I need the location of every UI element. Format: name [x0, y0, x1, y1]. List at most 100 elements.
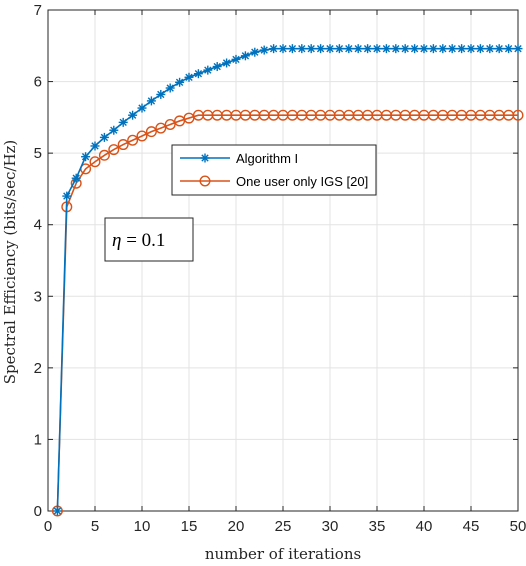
data-point	[372, 44, 382, 54]
data-point	[128, 110, 138, 120]
x-tick-label: 5	[91, 518, 99, 535]
data-point	[137, 103, 147, 113]
data-point	[71, 173, 81, 183]
legend-entry: Algorithm I	[180, 151, 298, 166]
data-point	[165, 83, 175, 93]
data-point	[297, 44, 307, 54]
data-point	[287, 44, 297, 54]
data-point	[52, 506, 62, 516]
data-point	[90, 141, 100, 151]
data-point	[475, 44, 485, 54]
data-point	[400, 44, 410, 54]
data-point	[184, 72, 194, 82]
legend-marker	[199, 175, 211, 187]
legend-label: One user only IGS [20]	[236, 174, 368, 189]
data-point	[428, 44, 438, 54]
data-point	[145, 126, 157, 138]
y-tick-label: 2	[34, 360, 42, 377]
data-point	[156, 89, 166, 99]
x-tick-label: 35	[369, 518, 386, 535]
x-tick-label: 15	[181, 518, 198, 535]
data-point	[81, 152, 91, 162]
x-tick-label: 20	[228, 518, 245, 535]
x-tick-label: 0	[44, 518, 52, 535]
data-point	[175, 77, 185, 87]
data-point	[250, 47, 260, 57]
data-point	[259, 45, 269, 55]
x-tick-label: 50	[510, 518, 526, 535]
y-tick-label: 4	[34, 217, 42, 234]
data-point	[306, 44, 316, 54]
eta-annotation: η = 0.1	[104, 217, 194, 262]
data-point	[466, 44, 476, 54]
data-point	[155, 122, 167, 134]
data-point	[127, 134, 139, 146]
series-1	[52, 44, 523, 516]
data-point	[62, 191, 72, 201]
legend: Algorithm I One user only IGS [20]	[171, 144, 377, 196]
legend-label: Algorithm I	[236, 151, 298, 166]
data-point	[240, 51, 250, 61]
data-point	[269, 44, 279, 54]
legend-box	[171, 144, 377, 196]
y-tick-label: 6	[34, 74, 42, 91]
data-point	[513, 44, 523, 54]
data-point	[316, 44, 326, 54]
y-tick-label: 0	[34, 503, 42, 520]
x-axis-ticks: 0 5 10 15 20 25 30 35 40 45 50	[44, 10, 526, 535]
x-tick-label: 10	[134, 518, 151, 535]
y-tick-label: 1	[34, 431, 42, 448]
data-point	[108, 144, 120, 156]
data-point	[146, 96, 156, 106]
annotation-text: η = 0.1	[112, 230, 165, 251]
x-tick-label: 45	[463, 518, 480, 535]
data-point	[381, 44, 391, 54]
series-layer	[51, 44, 524, 517]
data-point	[447, 44, 457, 54]
data-point	[344, 44, 354, 54]
data-point	[136, 130, 148, 142]
data-point	[98, 149, 110, 161]
data-point	[118, 117, 128, 127]
data-point	[222, 58, 232, 68]
x-tick-label: 40	[416, 518, 433, 535]
data-point	[457, 44, 467, 54]
series-2	[51, 109, 524, 517]
data-point	[164, 119, 176, 131]
x-tick-label: 30	[322, 518, 339, 535]
data-point	[363, 44, 373, 54]
data-point	[231, 54, 241, 64]
data-point	[117, 139, 129, 151]
data-point	[419, 44, 429, 54]
legend-marker	[200, 153, 210, 163]
annotation-box	[104, 217, 194, 262]
data-point	[278, 44, 288, 54]
annotation-symbol: η	[112, 230, 121, 251]
y-axis-label: Spectral Efficiency (bits/sec/Hz)	[1, 140, 19, 385]
data-point	[99, 132, 109, 142]
data-point	[334, 44, 344, 54]
data-point	[494, 44, 504, 54]
data-point	[353, 44, 363, 54]
data-point	[203, 65, 213, 75]
data-point	[193, 69, 203, 79]
x-tick-label: 25	[275, 518, 292, 535]
data-point	[89, 156, 101, 168]
annotation-value: = 0.1	[121, 230, 165, 251]
data-point	[325, 44, 335, 54]
data-point	[109, 125, 119, 135]
y-axis-ticks: 0 1 2 3 4 5 6 7	[34, 2, 518, 520]
data-point	[512, 109, 524, 121]
data-point	[485, 44, 495, 54]
x-axis-label: number of iterations	[205, 545, 361, 563]
data-point	[438, 44, 448, 54]
y-tick-label: 7	[34, 2, 42, 19]
data-point	[504, 44, 514, 54]
data-point	[391, 44, 401, 54]
data-point	[410, 44, 420, 54]
y-tick-label: 5	[34, 145, 42, 162]
y-tick-label: 3	[34, 288, 42, 305]
data-point	[212, 62, 222, 72]
